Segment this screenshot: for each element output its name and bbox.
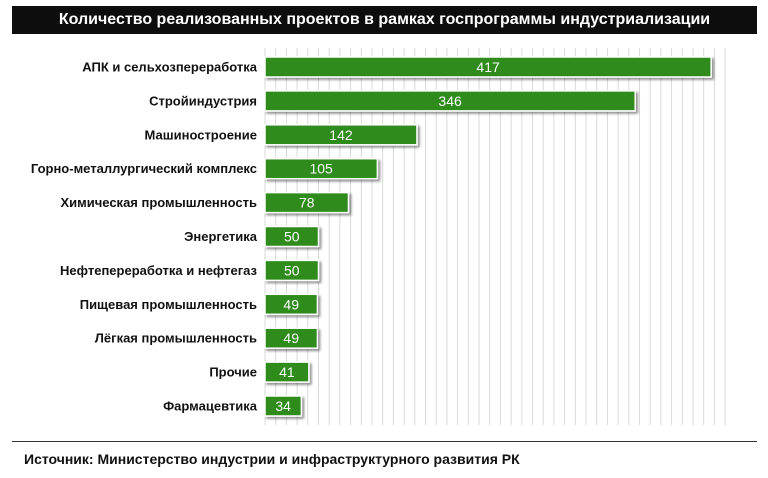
bar-value-label: 105	[309, 161, 333, 177]
bar-value-label: 78	[299, 195, 315, 211]
bar	[264, 191, 350, 214]
bar	[264, 90, 636, 112]
bar-value-label: 49	[283, 296, 299, 312]
bar	[264, 293, 319, 316]
category-label: Лёгкая промышленность	[95, 331, 257, 346]
bar	[264, 361, 310, 383]
bar-value-label: 34	[275, 398, 291, 414]
source-note: Источник: Министерство индустрии и инфра…	[24, 451, 520, 467]
bar	[264, 56, 712, 78]
bar-value-label: 50	[284, 262, 300, 278]
category-label: Горно-металлургический комплекс	[31, 161, 257, 176]
category-label: Фармацевтика	[163, 399, 258, 414]
bar-value-label: 142	[329, 127, 353, 143]
chart-title: Количество реализованных проектов в рамк…	[12, 6, 757, 34]
bar-chart: АПК и сельхозпереработка 417 Стройиндустри…	[31, 48, 726, 425]
category-label: Стройиндустрия	[149, 93, 257, 108]
bar	[264, 225, 320, 248]
footer-divider	[12, 441, 757, 442]
category-label: Прочие	[209, 365, 257, 380]
bar-value-label: 41	[279, 364, 295, 380]
bar-value-label: 50	[284, 229, 300, 245]
category-label: Энергетика	[184, 229, 258, 244]
category-label: АПК и сельхозпереработка	[82, 60, 258, 75]
category-label: Пищевая промышленность	[80, 297, 257, 312]
bar	[264, 259, 320, 282]
category-label: Нефтепереработка и нефтегаз	[60, 263, 257, 278]
bar	[264, 327, 319, 349]
bar-value-label: 49	[283, 330, 299, 346]
category-label: Химическая промышленность	[60, 195, 257, 210]
bar	[264, 395, 303, 417]
bar-value-label: 417	[476, 59, 500, 75]
bar	[264, 157, 379, 180]
category-label: Машиностроение	[145, 127, 257, 142]
bars: АПК и сельхозпереработка 417 Стройиндустри…	[31, 56, 712, 417]
bar	[264, 124, 418, 146]
bar-value-label: 346	[438, 93, 462, 109]
